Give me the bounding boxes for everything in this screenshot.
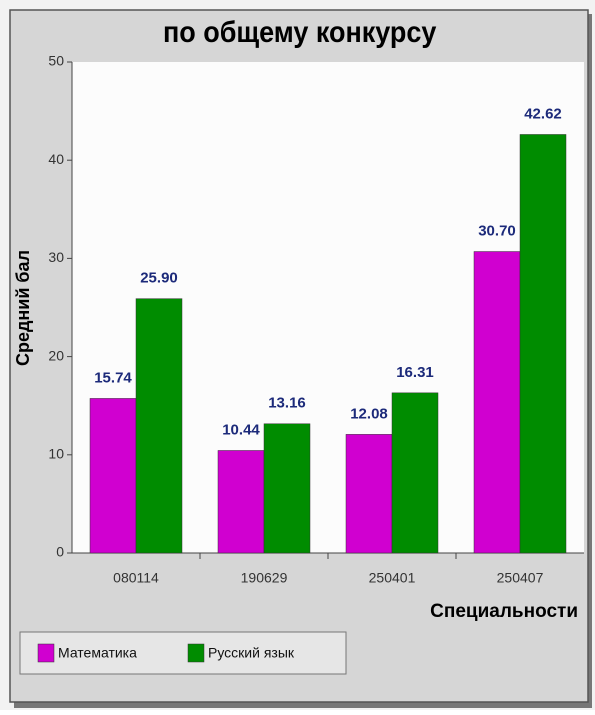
bar: [391, 392, 439, 554]
chart-title: по общему конкурсу: [163, 16, 437, 50]
y-tick-label: 40: [48, 151, 64, 167]
bar: [89, 398, 137, 554]
x-tick-label: 250407: [497, 570, 544, 586]
legend-swatch: [187, 643, 205, 663]
data-label: 42.62: [524, 105, 562, 122]
data-label: 25.90: [140, 270, 178, 287]
x-axis-label: Специальности: [430, 601, 578, 622]
data-label: 15.74: [94, 369, 132, 386]
bar: [345, 434, 393, 554]
bar: [263, 423, 311, 554]
y-tick-label: 20: [48, 347, 64, 363]
legend-swatch: [37, 643, 55, 663]
x-tick-label: 250401: [369, 570, 416, 586]
bar: [135, 298, 183, 554]
y-axis-label: Средний бал: [13, 250, 33, 366]
y-tick-label: 0: [56, 544, 64, 560]
y-tick-label: 10: [48, 446, 64, 462]
data-label: 12.08: [350, 405, 388, 422]
legend: [19, 631, 347, 675]
data-label: 13.16: [268, 395, 306, 412]
bar: [217, 450, 265, 554]
legend-label: Математика: [58, 645, 137, 661]
legend-label: Русский язык: [208, 645, 295, 661]
data-label: 10.44: [222, 421, 260, 438]
bar: [519, 134, 567, 554]
data-label: 16.31: [396, 364, 434, 381]
data-label: 30.70: [478, 222, 516, 239]
x-tick-label: 080114: [113, 570, 159, 586]
bar: [473, 251, 521, 554]
y-tick-label: 30: [48, 249, 64, 265]
y-tick-label: 50: [48, 53, 64, 69]
x-tick-label: 190629: [241, 570, 288, 586]
